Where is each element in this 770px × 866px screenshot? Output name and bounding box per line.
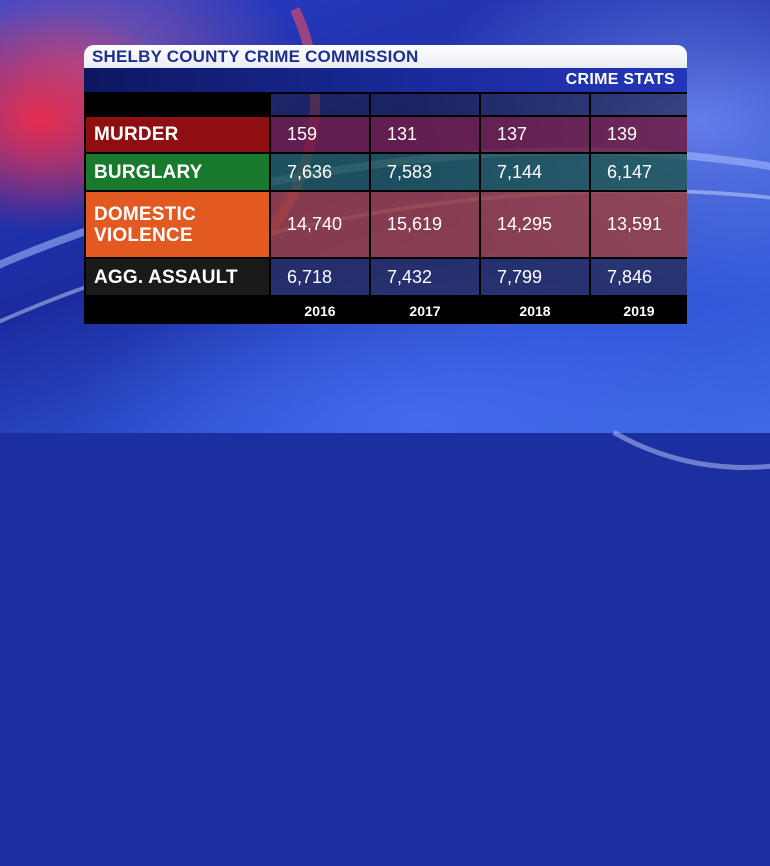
year-label: 2017	[369, 295, 479, 324]
table-row-label-murder: MURDER	[84, 115, 269, 152]
table-row-label-domestic-violence: DOMESTIC VIOLENCE	[84, 190, 269, 257]
table-header-cell	[479, 92, 589, 115]
table-corner	[84, 92, 269, 115]
table-row-label-agg-assault: AGG. ASSAULT	[84, 257, 269, 295]
table-cell: 7,144	[479, 152, 589, 190]
table-cell: 15,619	[369, 190, 479, 257]
table-row-label-burglary: BURGLARY	[84, 152, 269, 190]
table-cell: 7,799	[479, 257, 589, 295]
table-header-cell	[369, 92, 479, 115]
table-cell: 7,636	[269, 152, 369, 190]
row-label: MURDER	[86, 117, 269, 152]
table-cell: 137	[479, 115, 589, 152]
table-cell: 13,591	[589, 190, 687, 257]
row-label-line: VIOLENCE	[94, 224, 193, 246]
crime-stats-table: MURDER 159 131 137 139 BURGLARY 7,636 7,…	[84, 92, 687, 324]
table-cell: 14,295	[479, 190, 589, 257]
table-cell: 139	[589, 115, 687, 152]
row-label-line: DOMESTIC	[94, 203, 196, 225]
table-cell: 6,718	[269, 257, 369, 295]
table-cell: 7,846	[589, 257, 687, 295]
year-label: 2018	[479, 295, 589, 324]
table-cell: 131	[369, 115, 479, 152]
row-label: AGG. ASSAULT	[86, 259, 269, 295]
table-header-cell	[269, 92, 369, 115]
table-cell: 159	[269, 115, 369, 152]
year-row-corner	[84, 295, 269, 324]
title-bar: SHELBY COUNTY CRIME COMMISSION	[84, 45, 687, 68]
subtitle-bar: CRIME STATS	[84, 68, 687, 92]
row-label: DOMESTIC VIOLENCE	[86, 192, 269, 257]
table-cell: 7,583	[369, 152, 479, 190]
page-title: SHELBY COUNTY CRIME COMMISSION	[92, 46, 419, 66]
page-subtitle: CRIME STATS	[565, 71, 675, 88]
table-cell: 7,432	[369, 257, 479, 295]
year-label: 2016	[269, 295, 369, 324]
table-cell: 6,147	[589, 152, 687, 190]
row-label: BURGLARY	[86, 154, 269, 190]
year-label: 2019	[589, 295, 687, 324]
table-header-cell	[589, 92, 687, 115]
table-cell: 14,740	[269, 190, 369, 257]
